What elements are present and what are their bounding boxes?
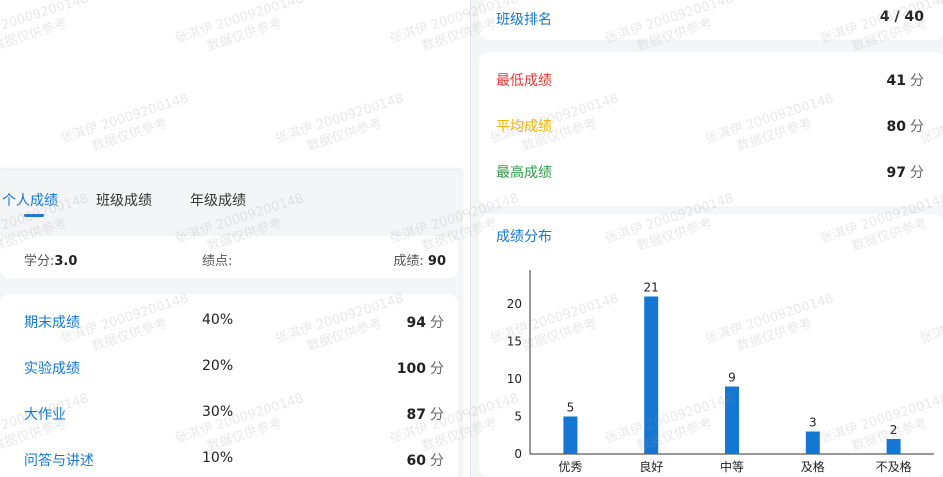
score-item-weight: 10% xyxy=(202,450,234,466)
distribution-bar xyxy=(563,416,578,454)
min-score-number: 41 xyxy=(886,73,906,89)
distribution-chart: 0 5 10 15 20 5 优秀 21 良好 9 中等 3 及格 2 不及格 xyxy=(479,244,943,477)
distribution-bar xyxy=(805,431,820,454)
bar-value-label: 9 xyxy=(728,371,736,385)
score-stats-card: 最低成绩 41 分 平均成绩 80 分 最高成绩 97 分 xyxy=(479,52,943,206)
max-score-value: 97 分 xyxy=(887,162,924,182)
score-item-value: 94 分 xyxy=(407,312,444,332)
score-number: 60 xyxy=(406,453,426,469)
score-row: 大作业 30% 87 分 xyxy=(0,400,458,424)
score-row: 实验成绩 20% 100 分 xyxy=(0,354,458,378)
gpa-label: 绩点: xyxy=(202,254,233,269)
avg-score-number: 80 xyxy=(886,119,906,135)
min-score-unit: 分 xyxy=(910,73,924,89)
x-category-label: 及格 xyxy=(801,459,825,474)
score-number: 87 xyxy=(406,407,426,423)
active-tab-indicator xyxy=(24,214,44,217)
score-item-value: 87 分 xyxy=(407,404,444,424)
tab-personal-score[interactable]: 个人成绩 xyxy=(2,193,58,209)
distribution-chart-svg: 0 5 10 15 20 5 优秀 21 良好 9 中等 3 及格 2 不及格 xyxy=(507,270,934,474)
total-score-info: 成绩: 90 xyxy=(393,250,446,269)
class-rank-card: 班级排名 4 / 40 xyxy=(479,0,943,40)
score-tabs: 个人成绩 班级成绩 年级成绩 xyxy=(0,170,462,218)
score-unit: 分 xyxy=(430,361,444,377)
avg-score-label: 平均成绩 xyxy=(496,119,552,135)
score-number: 94 xyxy=(406,315,426,331)
distribution-title: 成绩分布 xyxy=(496,229,552,245)
y-tick-label: 5 xyxy=(514,410,522,424)
bar-value-label: 5 xyxy=(567,401,575,415)
class-stats-panel: 班级排名 4 / 40 最低成绩 41 分 平均成绩 80 分 最高成绩 97 分 成… xyxy=(470,0,943,477)
score-distribution-card: 成绩分布 0 5 10 15 20 5 优秀 21 良好 9 中等 3 及格 2 不及格 xyxy=(479,214,943,477)
score-unit: 分 xyxy=(430,407,444,423)
score-breakdown-card: 期末成绩 40% 94 分 实验成绩 20% 100 分 大作业 30% 87 分 问… xyxy=(0,294,458,477)
total-score-value: 90 xyxy=(427,254,446,269)
credit-value: 3.0 xyxy=(54,254,78,269)
score-item-value: 60 分 xyxy=(407,450,444,470)
score-item-name: 大作业 xyxy=(24,407,66,423)
min-score-label: 最低成绩 xyxy=(496,73,552,89)
x-category-label: 中等 xyxy=(720,459,744,474)
total-score-label: 成绩: xyxy=(393,254,424,269)
credit-summary-card: 学分:3.0 绩点: 成绩: 90 xyxy=(0,236,458,278)
score-item-value: 100 分 xyxy=(397,358,444,378)
y-tick-label: 0 xyxy=(514,447,522,461)
x-category-label: 良好 xyxy=(639,459,663,474)
class-rank-value: 4 / 40 xyxy=(879,9,924,25)
class-rank-label: 班级排名 xyxy=(496,12,552,28)
y-tick-label: 15 xyxy=(507,335,522,349)
distribution-bar xyxy=(725,386,739,454)
x-category-label: 优秀 xyxy=(558,460,582,474)
score-item-name: 问答与讲述 xyxy=(24,453,94,469)
score-item-weight: 40% xyxy=(202,312,234,328)
distribution-bar xyxy=(644,296,659,454)
y-tick-label: 10 xyxy=(507,372,522,386)
avg-score-unit: 分 xyxy=(910,119,924,135)
score-row: 问答与讲述 10% 60 分 xyxy=(0,446,458,470)
credit-label: 学分: xyxy=(24,254,55,269)
score-unit: 分 xyxy=(430,315,444,331)
tab-class-score[interactable]: 班级成绩 xyxy=(96,193,152,209)
credit-info: 学分:3.0 xyxy=(24,250,77,269)
score-row: 期末成绩 40% 94 分 xyxy=(0,308,458,332)
max-score-number: 97 xyxy=(886,165,906,181)
score-item-name: 期末成绩 xyxy=(24,315,80,331)
min-score-value: 41 分 xyxy=(887,70,924,90)
score-number: 100 xyxy=(396,361,426,377)
personal-score-panel: 个人成绩 班级成绩 年级成绩 学分:3.0 绩点: 成绩: 90 期末成绩 40… xyxy=(0,170,462,477)
score-item-name: 实验成绩 xyxy=(24,361,80,377)
bar-value-label: 21 xyxy=(644,281,659,295)
max-score-unit: 分 xyxy=(910,165,924,181)
tab-grade-score[interactable]: 年级成绩 xyxy=(190,193,246,209)
bar-value-label: 2 xyxy=(890,423,898,437)
gpa-info: 绩点: xyxy=(202,250,232,269)
score-unit: 分 xyxy=(430,453,444,469)
x-category-label: 不及格 xyxy=(876,459,912,474)
distribution-bar xyxy=(886,439,901,454)
max-score-label: 最高成绩 xyxy=(496,165,552,181)
bar-value-label: 3 xyxy=(809,416,817,430)
y-tick-label: 20 xyxy=(507,297,522,311)
score-item-weight: 20% xyxy=(202,358,234,374)
score-item-weight: 30% xyxy=(202,404,234,420)
avg-score-value: 80 分 xyxy=(887,116,924,136)
